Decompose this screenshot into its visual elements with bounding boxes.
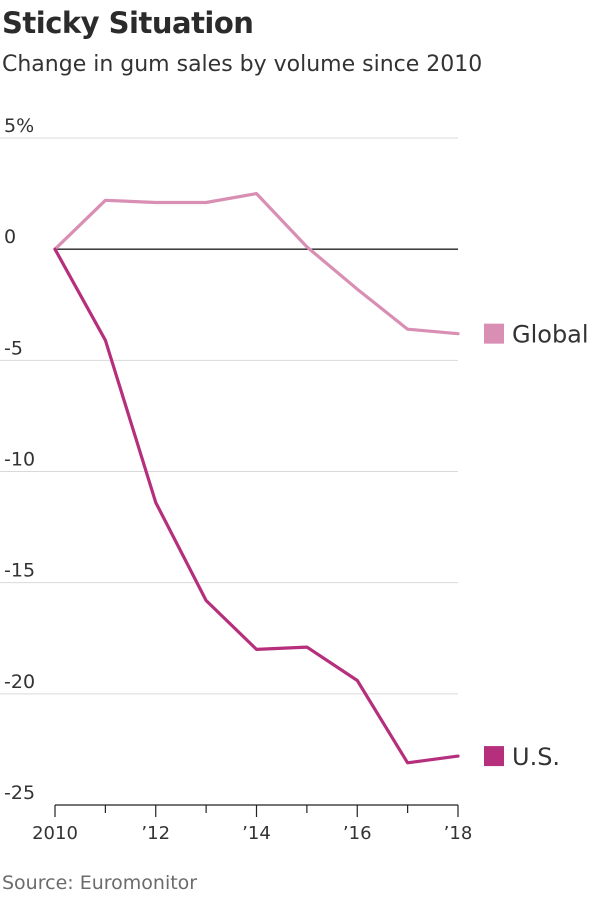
grid-lines [0,137,458,695]
y-tick-label: -5 [4,337,23,359]
x-tick-label: ’12 [141,823,170,844]
chart-subtitle: Change in gum sales by volume since 2010 [2,52,483,77]
y-tick-label: -15 [4,560,35,582]
source-note: Source: Euromonitor [2,872,198,894]
y-tick-label: 5% [4,115,34,137]
y-tick-label: -10 [4,449,35,471]
series-line-global [53,192,460,336]
y-tick-label: 0 [4,226,16,248]
chart-title: Sticky Situation [2,6,254,40]
x-tick-label: ’18 [444,823,473,844]
legend-swatch [484,746,504,767]
legend-label: U.S. [512,743,560,771]
legend-label: Global [512,321,589,349]
series-line-u-s [53,247,460,765]
y-tick-label: -25 [4,782,35,804]
legend-item-u-s: U.S. [484,743,560,771]
y-tick-label: -20 [4,671,35,693]
legend: Global U.S. [484,321,589,771]
x-tick-label: ’16 [343,823,372,844]
axes: 5% 0 -5 -10 -15 -20 -25 2010 ’12 ’14 ’16 ’18 [4,115,472,844]
x-tick-label: ’14 [242,823,271,844]
legend-swatch [484,323,504,344]
legend-item-global: Global [484,321,589,349]
x-tick-label: 2010 [32,823,78,844]
series-lines [53,192,460,765]
